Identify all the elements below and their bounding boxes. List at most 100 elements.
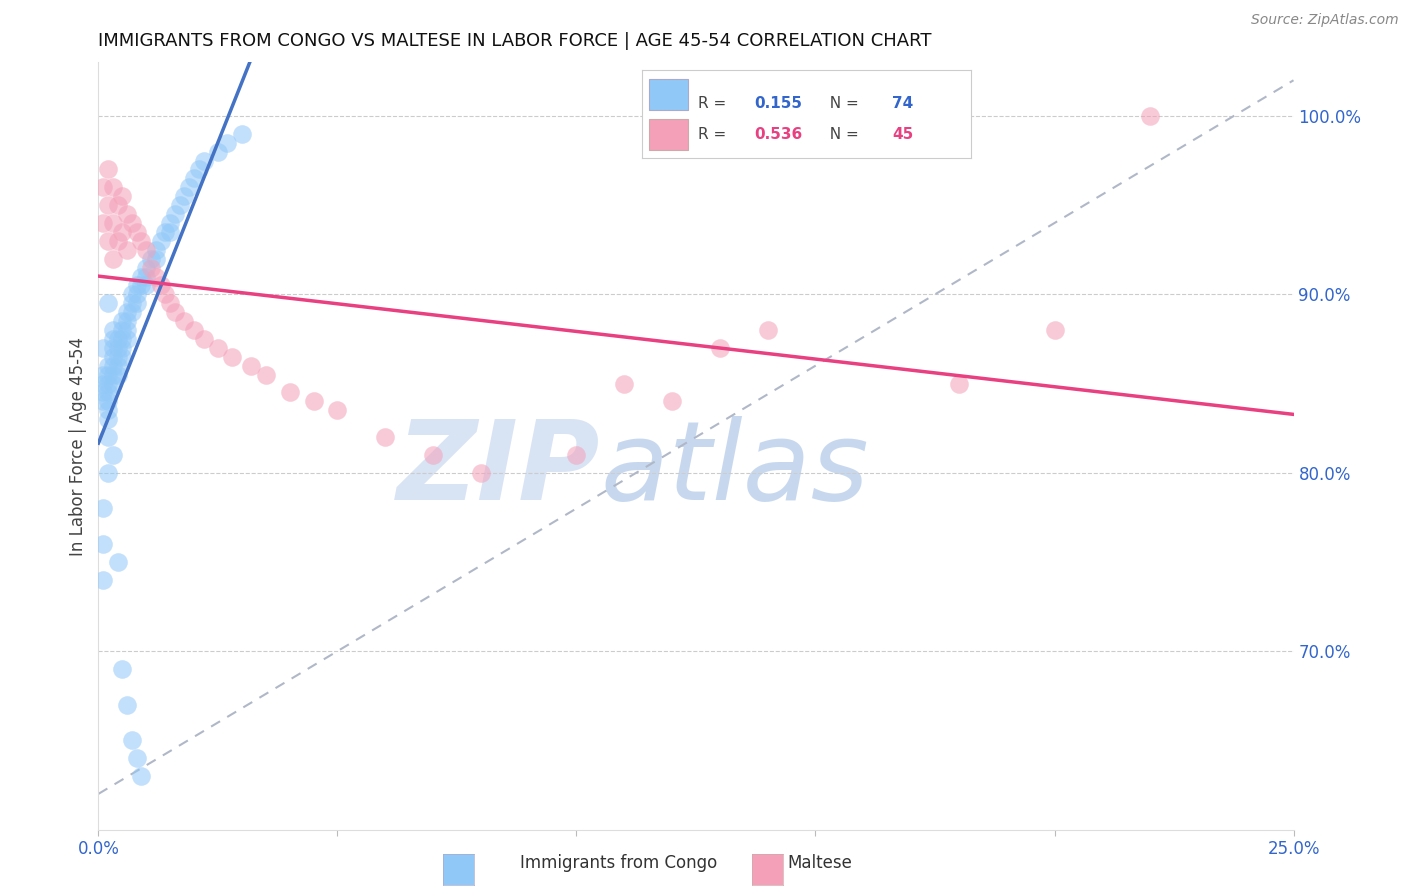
Point [97,403,120,417]
Point [139,260,162,275]
Point [97,162,120,177]
Point [278,385,301,400]
Point [97,234,120,248]
Point [97,394,120,409]
Point [111,350,134,364]
Point [107,350,129,364]
Point [121,305,143,319]
Point [101,332,124,346]
Point [565,448,588,462]
Point [91,180,114,194]
Point [125,296,148,310]
Point [179,180,201,194]
Text: ZIP: ZIP [396,416,600,523]
Text: Source: ZipAtlas.com: Source: ZipAtlas.com [1251,13,1399,28]
Point [97,466,120,480]
Point [107,332,129,346]
Point [91,368,114,382]
Point [91,501,114,516]
Point [125,278,148,293]
Point [115,207,138,221]
Point [756,323,779,337]
Text: Maltese: Maltese [787,855,852,872]
Point [231,127,253,141]
Point [159,225,181,239]
Point [254,368,277,382]
Point [1043,323,1066,337]
Point [159,216,181,230]
Point [149,278,172,293]
Point [155,225,177,239]
Point [111,225,134,239]
Point [125,225,148,239]
Point [302,394,325,409]
Point [97,368,120,382]
Point [163,207,186,221]
Point [121,733,143,747]
Point [145,252,167,266]
Point [97,359,120,373]
Point [221,350,243,364]
Point [149,234,172,248]
Point [91,341,114,355]
Point [91,537,114,551]
Point [107,359,129,373]
Point [125,751,148,765]
Point [145,269,167,284]
Point [187,162,209,177]
Point [135,260,157,275]
Point [107,198,129,212]
Text: IMMIGRANTS FROM CONGO VS MALTESE IN LABOR FORCE | AGE 45-54 CORRELATION CHART: IMMIGRANTS FROM CONGO VS MALTESE IN LABO… [98,32,932,50]
Point [661,394,683,409]
Point [207,341,229,355]
Point [131,269,153,284]
Y-axis label: In Labor Force | Age 45-54: In Labor Force | Age 45-54 [69,336,87,556]
Point [709,341,731,355]
Point [115,243,138,257]
Point [613,376,636,391]
Point [107,234,129,248]
Point [101,376,124,391]
Point [169,198,191,212]
Point [145,243,167,257]
Point [163,305,186,319]
Point [111,323,134,337]
Point [107,555,129,569]
Point [115,323,138,337]
Point [155,287,177,301]
Text: atlas: atlas [600,416,869,523]
Point [101,216,124,230]
Point [101,323,124,337]
Point [470,466,492,480]
Point [111,332,134,346]
Point [101,368,124,382]
Point [101,180,124,194]
Point [121,287,143,301]
Point [115,332,138,346]
Point [101,359,124,373]
Point [111,189,134,203]
Point [135,269,157,284]
Point [193,332,215,346]
Point [101,252,124,266]
Point [115,305,138,319]
Point [217,136,239,150]
Point [125,287,148,301]
Point [115,314,138,328]
Point [135,278,157,293]
Point [91,376,114,391]
Point [97,430,120,444]
Point [91,394,114,409]
Point [97,412,120,426]
Point [91,573,114,587]
Point [101,350,124,364]
Point [422,448,444,462]
Point [159,296,181,310]
Text: Immigrants from Congo: Immigrants from Congo [520,855,717,872]
Point [173,314,195,328]
Point [91,216,114,230]
Point [948,376,970,391]
Point [97,376,120,391]
Point [135,243,157,257]
Point [97,198,120,212]
